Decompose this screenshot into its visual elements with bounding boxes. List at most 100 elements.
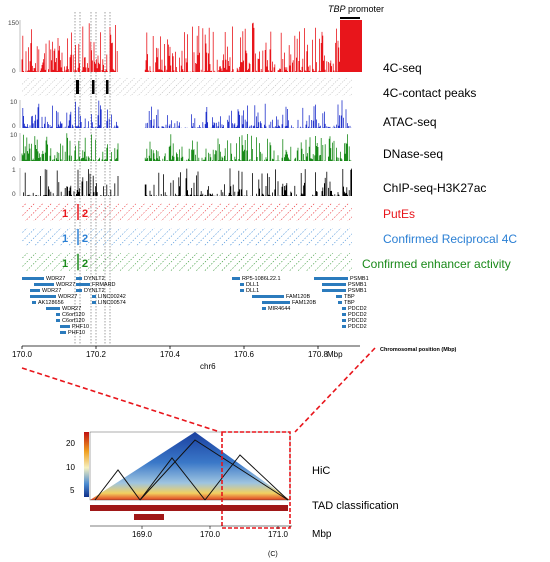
chip-ymin: 0	[12, 191, 16, 198]
axis-position-label: Chromosomal position (Mbp)	[380, 347, 457, 353]
panel-label: (C)	[268, 551, 278, 558]
gene-bar-right-8	[342, 325, 346, 328]
gene-bar-right-3	[336, 295, 342, 298]
chip-signal	[23, 168, 352, 196]
dnase-ymin: 0	[12, 156, 16, 163]
gene-bar-mid-0	[76, 277, 82, 280]
gene-label-mid-4: LINC00574	[98, 300, 126, 306]
gene-label-left-5: WDR27	[62, 306, 81, 312]
hic-y-10: 10	[66, 463, 75, 472]
gene-bar-left-9	[60, 331, 66, 334]
peak-1	[76, 80, 79, 94]
gene-label-cl-1: DLL1	[246, 282, 259, 288]
chip-ymax: 1	[12, 167, 16, 174]
gene-bar-right-2	[322, 289, 346, 292]
gene-label-left-0: WDR27	[46, 276, 65, 282]
hic-tad-triangles	[94, 439, 289, 501]
gene-bar-right-4	[338, 301, 342, 304]
dnase-ymax: 10	[10, 132, 18, 139]
gene-label-mid-0: DYNLT2	[84, 276, 105, 282]
gene-label-cl-2: DLL1	[246, 288, 259, 294]
gene-bar-cr-2	[262, 307, 266, 310]
zoom-lines	[21, 347, 376, 433]
tbp-promoter-marker: TBP promoter	[328, 4, 384, 19]
gene-bar-mid-2	[76, 289, 82, 292]
atac-label: ATAC-seq	[383, 115, 437, 129]
gene-bar-mid-1	[76, 283, 90, 286]
gene-label-right-5: PDCD2	[348, 306, 367, 312]
gene-label-right-8: PDCD2	[348, 324, 367, 330]
gene-label-left-4: AK128656	[38, 300, 64, 306]
gene-label-cl-0: RP5-1086L22.1	[242, 276, 281, 282]
gene-annotations: WDR27WDR27WDR27WDR27AK128656WDR27C6orf12…	[22, 276, 369, 336]
gene-bar-left-6	[56, 313, 60, 316]
promoter-label: promoter	[348, 4, 384, 14]
fourc-promoter-peak	[340, 20, 362, 72]
gene-label-cr-0: FAM120B	[286, 294, 310, 300]
hic-unit: Mbp	[312, 529, 332, 540]
gene-bar-right-7	[342, 319, 346, 322]
axis-chrom: chr6	[200, 362, 216, 371]
gene-bar-left-2	[30, 289, 40, 292]
dnase-signal	[21, 133, 352, 161]
gene-bar-mid-4	[92, 301, 96, 304]
track-putes: 1 2 PutEs	[22, 203, 415, 221]
gene-label-mid-2: DYNLT2	[84, 288, 105, 294]
gene-label-left-2: WDR27	[42, 288, 61, 294]
axis-unit: Mbp	[327, 350, 343, 359]
gene-bar-cr-1	[262, 301, 290, 304]
hic-colorbar	[84, 432, 89, 497]
fourc-label: 4C-seq	[383, 61, 422, 75]
gene-label-mid-3: LINC00242	[98, 294, 126, 300]
gene-bar-cr-0	[252, 295, 284, 298]
track-atac-seq: 10 0 ATAC-seq	[10, 99, 437, 130]
atac-ymax: 10	[10, 99, 18, 106]
atac-ymin: 0	[12, 123, 16, 130]
peak-2	[92, 80, 95, 94]
tad-label: TAD classification	[312, 500, 399, 512]
hic-xtick-label-0: 169.0	[132, 530, 153, 539]
putes-1: 1	[62, 208, 68, 220]
gene-bar-left-0	[22, 277, 44, 280]
gene-label-left-1: WDR27	[56, 282, 75, 288]
hic-zoom-box	[221, 431, 291, 529]
hic-y-5: 5	[70, 486, 75, 495]
peaks-label: 4C-contact peaks	[383, 86, 476, 100]
chip-label: ChIP-seq-H3K27ac	[383, 181, 486, 195]
axis-tick-label-1: 170.2	[86, 350, 107, 359]
gene-label-mid-1: FRMARD	[92, 282, 116, 288]
track-dnase-seq: 10 0 DNase-seq	[10, 132, 443, 163]
genome-axis: 170.0 170.2 170.4 170.6 170.8 Mbp chr6 Chrom…	[12, 345, 457, 371]
fourc-ymax: 150	[8, 20, 19, 27]
gene-bar-right-0	[314, 277, 348, 280]
axis-tick-label-4: 170.8	[308, 350, 329, 359]
gene-bar-left-3	[30, 295, 56, 298]
gene-bar-cl-0	[232, 277, 240, 280]
atac-signal	[22, 100, 352, 128]
gene-label-left-9: PHF10	[68, 330, 85, 336]
tad-bar-top	[90, 505, 288, 511]
recip-2: 2	[82, 233, 88, 245]
hic-y-20: 20	[66, 439, 75, 448]
gene-bar-left-4	[32, 301, 36, 304]
promoter-gene: TBP	[328, 4, 346, 14]
hic-xtick-label-2: 171.0	[268, 530, 289, 539]
gene-bar-left-8	[60, 325, 70, 328]
gene-label-cr-1: FAM120B	[292, 300, 316, 306]
gene-bar-right-5	[342, 307, 346, 310]
gene-label-right-2: PSMB1	[348, 288, 367, 294]
hic-label: HiC	[312, 465, 330, 477]
track-4c-seq: 150 0 4C-seq	[8, 20, 422, 75]
axis-tick-label-3: 170.6	[234, 350, 255, 359]
gene-label-left-6: C6orf120	[62, 312, 85, 318]
track-chip-seq: 1 0 ChIP-seq-H3K27ac	[12, 167, 486, 198]
sig-atac-path	[22, 100, 352, 128]
track-4c-peaks: 4C-contact peaks	[22, 78, 476, 100]
gene-label-cr-2: MIR4644	[268, 306, 290, 312]
gene-label-right-3: TBP	[344, 294, 355, 300]
hic-panel: 20 10 5 HiC TAD classification 169.0 170.…	[66, 431, 399, 540]
axis-tick-label-0: 170.0	[12, 350, 33, 359]
dnase-label: DNase-seq	[383, 147, 443, 161]
gene-label-right-4: TBP	[344, 300, 355, 306]
